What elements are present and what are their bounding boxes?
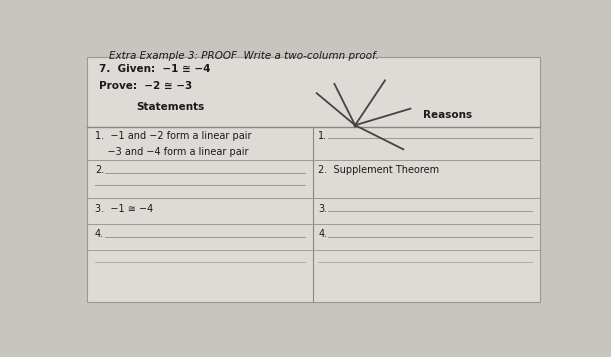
Text: 1.: 1. [318, 131, 327, 141]
Text: 3.: 3. [318, 204, 327, 214]
Text: 4.: 4. [95, 229, 104, 239]
Text: 3.  −1 ≅ −4: 3. −1 ≅ −4 [95, 204, 153, 214]
Text: Prove:  −2 ≅ −3: Prove: −2 ≅ −3 [100, 81, 192, 91]
Text: 7.  Given:  −1 ≅ −4: 7. Given: −1 ≅ −4 [100, 64, 211, 74]
Text: Statements: Statements [136, 102, 205, 112]
Bar [87, 57, 540, 302]
Text: 2.  Supplement Theorem: 2. Supplement Theorem [318, 165, 439, 175]
Text: Extra Example 3: PROOF  Write a two-column proof.: Extra Example 3: PROOF Write a two-colum… [109, 51, 379, 61]
Text: 4.: 4. [318, 229, 327, 239]
Text: Reasons: Reasons [423, 110, 472, 120]
Text: −3 and −4 form a linear pair: −3 and −4 form a linear pair [95, 147, 248, 157]
Text: 1.  −1 and −2 form a linear pair: 1. −1 and −2 form a linear pair [95, 131, 251, 141]
Text: 2.: 2. [95, 165, 104, 175]
